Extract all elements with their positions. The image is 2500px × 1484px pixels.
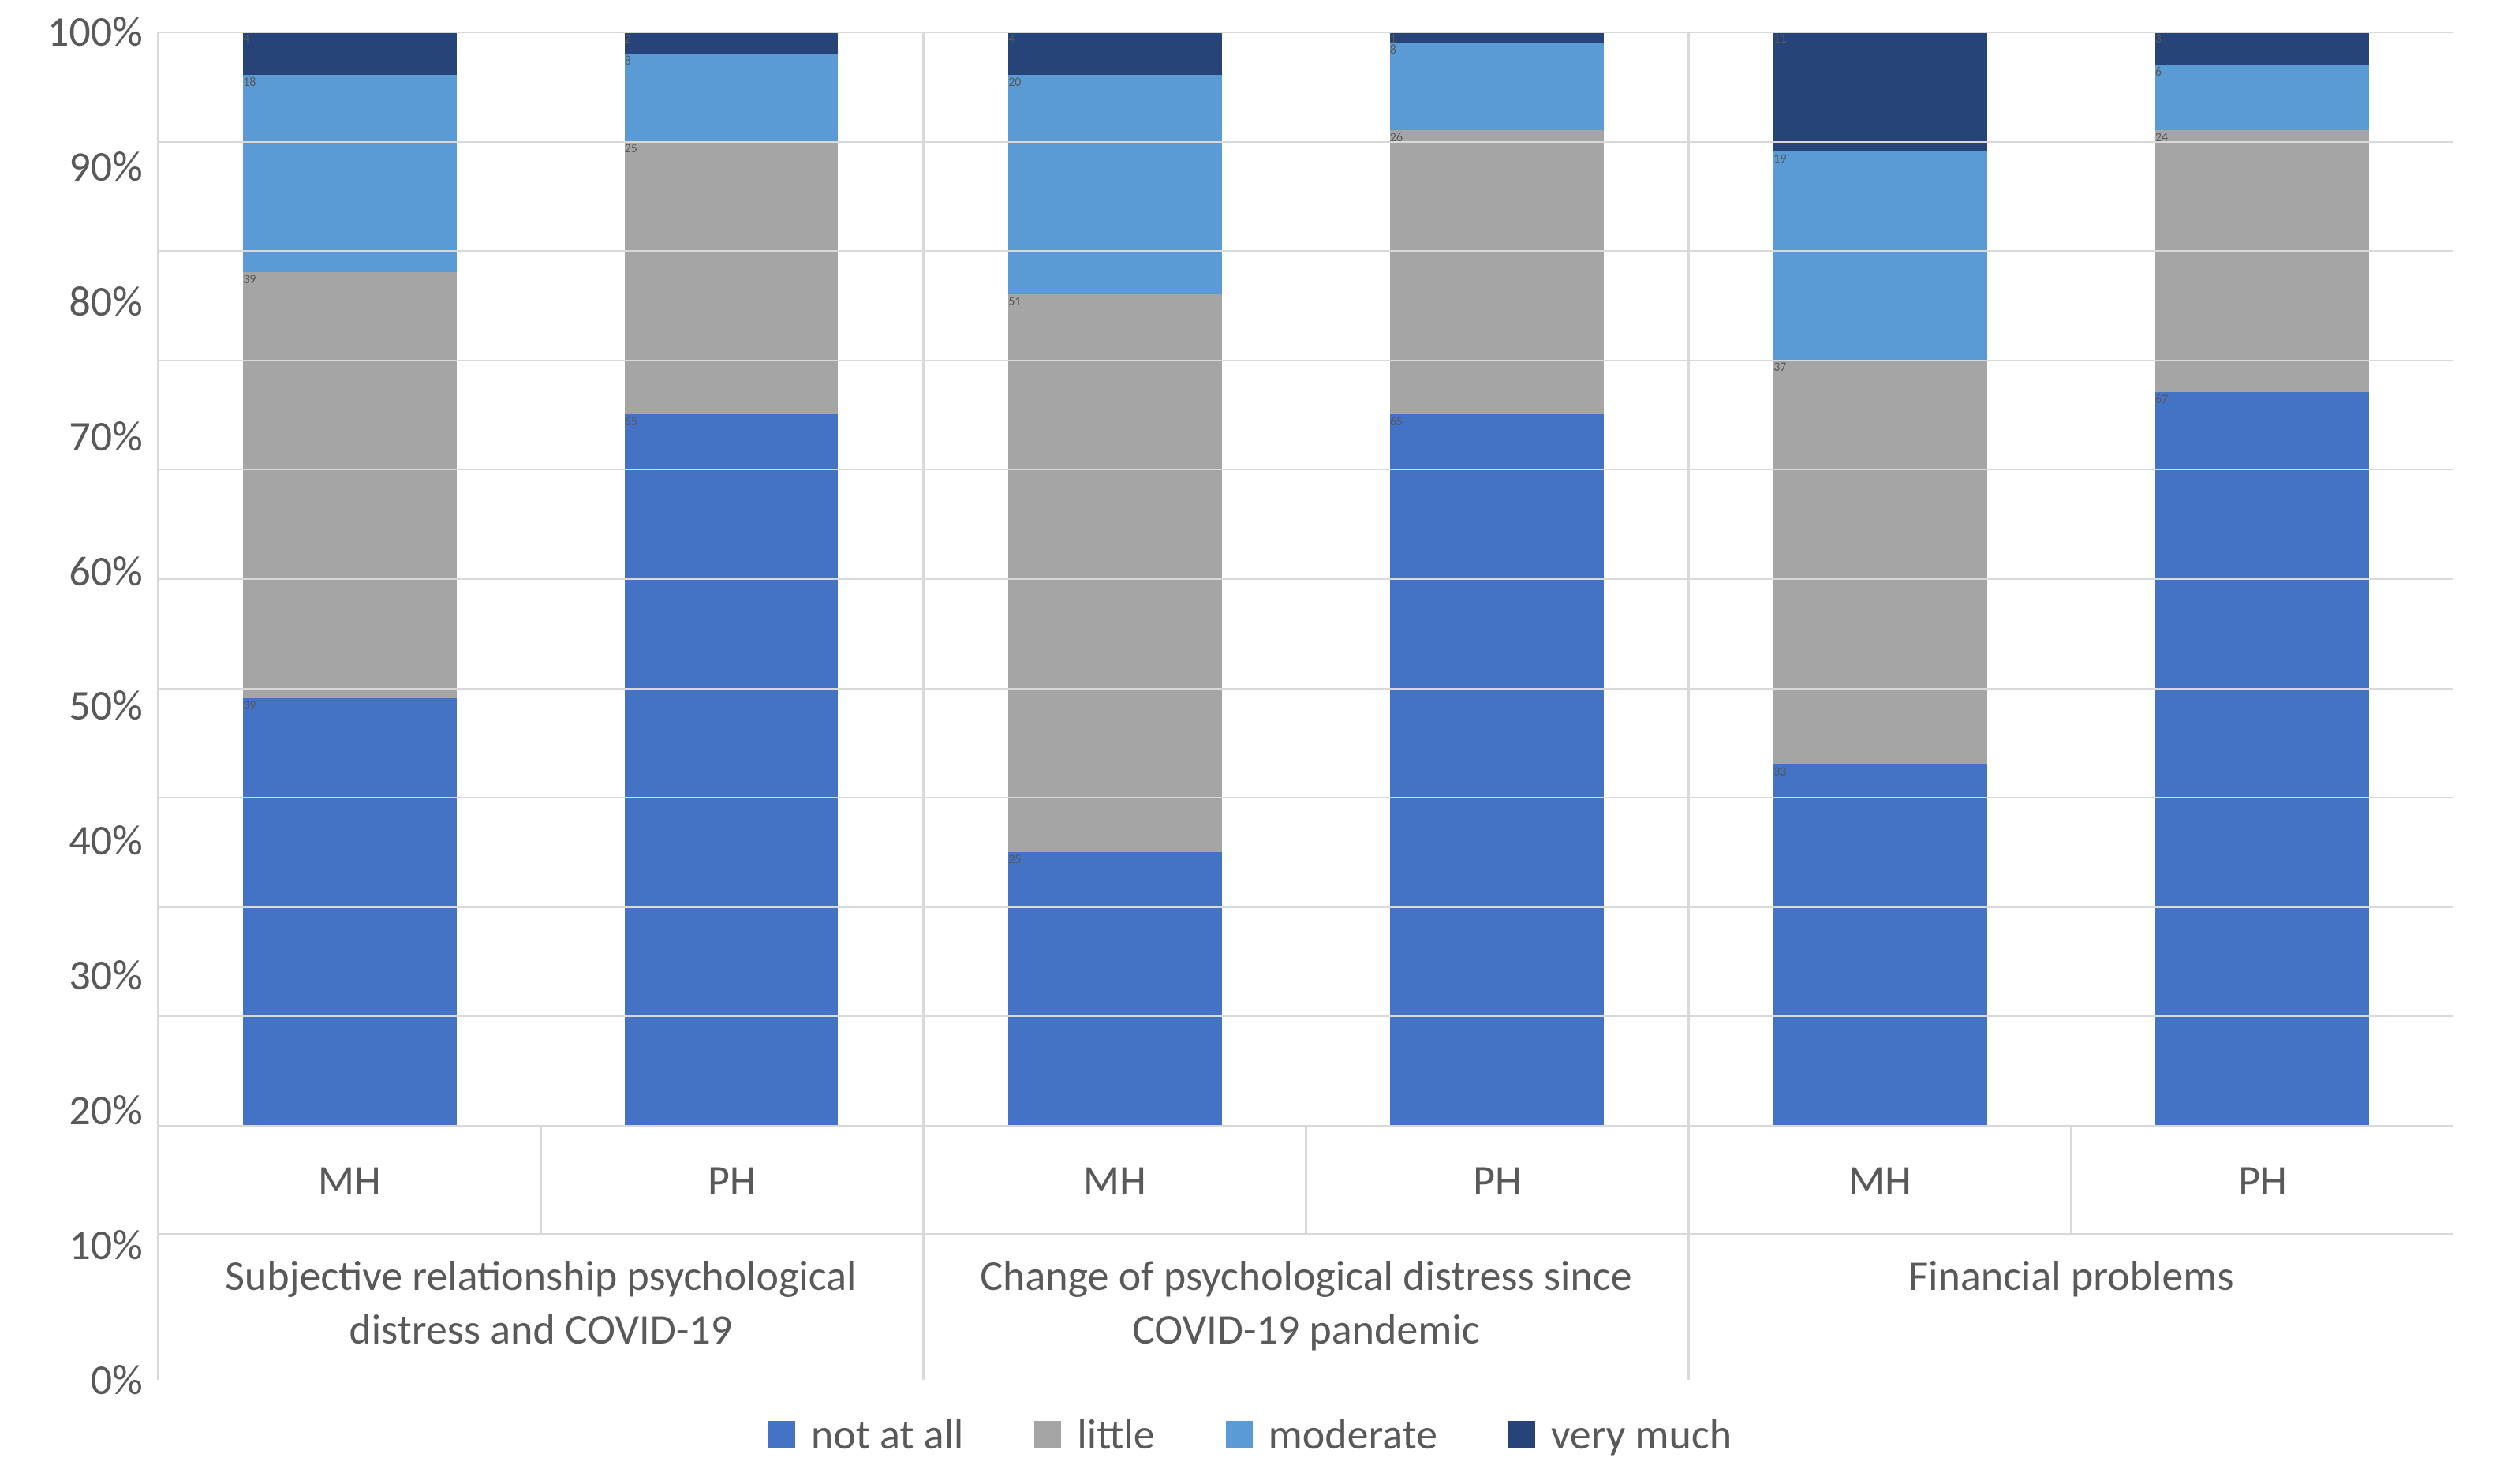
bar-segment-very-much: 4: [1008, 32, 1222, 75]
plot-column: 3939184652582255120465268133371911672463…: [157, 32, 2453, 1380]
bar-segment-not-at-all: 65: [1390, 414, 1604, 1125]
gridline: [159, 469, 2453, 470]
gridline: [159, 250, 2453, 252]
bar-segment-little: 37: [1773, 360, 1987, 764]
legend-label: little: [1077, 1408, 1154, 1460]
legend-label: moderate: [1269, 1408, 1437, 1460]
x-sub-row: MHPH: [159, 1127, 922, 1233]
bar-segment-very-much: 11: [1773, 32, 1987, 151]
bar-segment-very-much: 4: [243, 32, 457, 75]
legend-item-not-at-all: not at all: [768, 1408, 963, 1460]
bar-segment-moderate: 8: [1390, 43, 1604, 130]
bar-segment-very-much: 2: [625, 32, 839, 54]
legend-swatch: [1508, 1421, 1535, 1448]
legend: not at all little moderate very much: [47, 1380, 2453, 1460]
bar-segment-not-at-all: 65: [625, 414, 839, 1125]
gridline: [159, 906, 2453, 908]
bar-segment-little: 26: [1390, 130, 1604, 414]
gridline: [159, 578, 2453, 580]
x-group: MHPHFinancial problems: [1690, 1127, 2453, 1380]
x-sub-row: MHPH: [925, 1127, 1687, 1233]
x-sub-label: MH: [1690, 1127, 2072, 1233]
bar-segment-moderate: 8: [625, 54, 839, 141]
x-group: MHPHSubjective relationship psychologica…: [159, 1127, 925, 1380]
gridline: [159, 688, 2453, 690]
y-axis: 100%90%80%70%60%50%40%30%20%10%0%: [47, 32, 157, 1380]
gridline: [159, 32, 2453, 33]
x-group-label: Subjective relationship psychological di…: [159, 1233, 922, 1380]
gridline: [159, 360, 2453, 361]
x-axis: MHPHSubjective relationship psychologica…: [159, 1127, 2453, 1380]
bar-segment-moderate: 6: [2155, 65, 2369, 130]
gridline: [159, 1015, 2453, 1017]
bar-segment-not-at-all: 25: [1008, 852, 1222, 1126]
chart-body: 100%90%80%70%60%50%40%30%20%10%0% 393918…: [47, 32, 2453, 1380]
bar-segment-little: 24: [2155, 130, 2369, 393]
x-group-label: Financial problems: [1690, 1233, 2453, 1327]
legend-item-very-much: very much: [1508, 1408, 1732, 1460]
x-sub-label: MH: [925, 1127, 1307, 1233]
bar-segment-moderate: 18: [243, 75, 457, 271]
x-sub-label: MH: [159, 1127, 542, 1233]
bar-segment-very-much: 3: [2155, 32, 2369, 65]
bar-segment-not-at-all: 33: [1773, 764, 1987, 1125]
plot-area: 3939184652582255120465268133371911672463: [159, 32, 2453, 1127]
x-sub-label: PH: [2072, 1127, 2453, 1233]
stacked-bar-chart: 100%90%80%70%60%50%40%30%20%10%0% 393918…: [0, 0, 2500, 1484]
x-group: MHPHChange of psychological distress sin…: [925, 1127, 1690, 1380]
bar-segment-very-much: 1: [1390, 32, 1604, 43]
legend-item-moderate: moderate: [1226, 1408, 1437, 1460]
x-sub-label: PH: [1307, 1127, 1687, 1233]
bar-segment-little: 25: [625, 141, 839, 415]
legend-item-little: little: [1034, 1408, 1154, 1460]
bar-segment-moderate: 19: [1773, 151, 1987, 359]
x-group-label: Change of psychological distress since C…: [925, 1233, 1687, 1380]
bar-segment-little: 51: [1008, 294, 1222, 852]
legend-label: very much: [1551, 1408, 1732, 1460]
bar-segment-not-at-all: 39: [243, 698, 457, 1125]
x-sub-row: MHPH: [1690, 1127, 2453, 1233]
legend-swatch: [1226, 1421, 1253, 1448]
gridline: [159, 141, 2453, 143]
legend-label: not at all: [811, 1408, 963, 1460]
gridline: [159, 797, 2453, 798]
legend-swatch: [768, 1421, 795, 1448]
legend-swatch: [1034, 1421, 1061, 1448]
x-sub-label: PH: [542, 1127, 922, 1233]
bar-segment-little: 39: [243, 272, 457, 699]
bar-segment-moderate: 20: [1008, 75, 1222, 293]
